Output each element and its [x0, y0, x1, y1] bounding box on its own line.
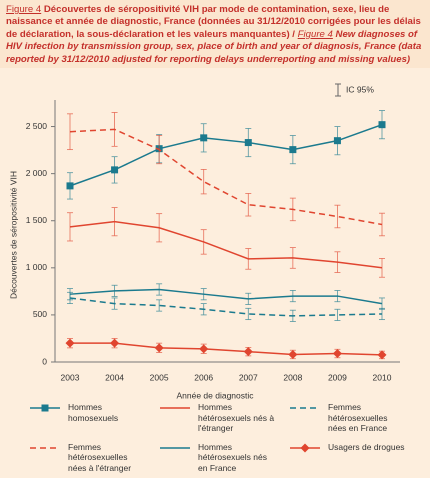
- y-tick-label: 2 500: [26, 121, 48, 131]
- error-bar: [334, 204, 341, 229]
- legend-label: Hommes homosexuels: [68, 402, 119, 423]
- legend-swatch: [290, 443, 320, 452]
- marker: [333, 137, 341, 145]
- marker: [288, 349, 298, 359]
- figure-label: Figure 4: [297, 28, 333, 40]
- legend-item: Hommes homosexuels: [28, 402, 158, 434]
- marker: [199, 344, 209, 354]
- series-line: [69, 297, 383, 317]
- marker: [154, 343, 164, 353]
- legend-swatch: [30, 404, 60, 412]
- x-tick-label: 2003: [61, 372, 80, 382]
- legend-item: Hommes hétérosexuels nés à l'étranger: [158, 402, 288, 434]
- legend-label: Hommes hétérosexuels nés à l'étranger: [198, 402, 275, 433]
- legend-marker: [41, 404, 49, 412]
- legend-item: Femmes hétérosexuelles nées en France: [288, 402, 418, 434]
- series-line: [70, 342, 383, 356]
- legend-swatch: [160, 407, 190, 409]
- marker: [377, 350, 387, 360]
- x-tick-label: 2007: [239, 372, 258, 382]
- marker: [244, 139, 252, 147]
- series-line: [69, 123, 383, 187]
- legend-marker: [300, 443, 310, 452]
- y-tick-label: 1 500: [26, 215, 48, 225]
- marker: [110, 338, 120, 348]
- series-line: [69, 128, 383, 226]
- chart-title: Découvertes de séropositivité VIH par mo…: [6, 4, 421, 40]
- legend-label: Hommes hétérosexuels nés en France: [198, 441, 267, 473]
- legend-label: Usagers de drogues: [328, 441, 405, 452]
- y-tick-label: 500: [33, 309, 47, 319]
- error-bar: [200, 168, 207, 195]
- header: Figure 4 Découvertes de séropositivité V…: [0, 0, 430, 68]
- x-tick-label: 2004: [105, 372, 124, 382]
- error-bar: [245, 307, 252, 321]
- marker: [66, 182, 74, 190]
- x-tick-label: 2010: [373, 372, 392, 382]
- error-bar: [245, 193, 252, 217]
- y-tick-label: 1 000: [26, 262, 48, 272]
- x-tick-label: 2008: [283, 372, 302, 382]
- error-bar: [156, 299, 163, 312]
- series-line: [69, 288, 383, 305]
- chart-subtitle: New diagnoses of HIV infection by transm…: [6, 28, 422, 65]
- x-tick-label: 2009: [328, 372, 347, 382]
- y-tick-label: 2 000: [26, 168, 48, 178]
- marker: [378, 121, 386, 129]
- marker: [111, 166, 119, 174]
- legend-swatch: [160, 446, 190, 449]
- x-tick-label: 2006: [194, 372, 213, 382]
- series-line: [69, 220, 383, 269]
- legend: Hommes homosexuels Hommes hétérosexuels n…: [28, 402, 418, 473]
- marker: [243, 347, 253, 357]
- x-tick-label: 2005: [150, 372, 169, 382]
- error-bar: [334, 308, 341, 321]
- legend-swatch: [30, 446, 60, 449]
- legend-item: Usagers de drogues: [288, 442, 418, 474]
- y-axis-label: Découvertes de séropositivité VIH: [8, 171, 18, 299]
- legend-swatch: [290, 407, 320, 409]
- marker: [200, 134, 208, 142]
- legend-item: Femmes hétérosexuelles nées à l'étranger: [28, 442, 158, 474]
- y-tick-label: 0: [42, 356, 47, 366]
- legend-item: Hommes hétérosexuels nés en France: [158, 442, 288, 474]
- ci-label: IC 95%: [346, 84, 374, 94]
- x-axis-label: Année de diagnostic: [176, 390, 254, 400]
- marker: [65, 338, 75, 348]
- marker: [289, 146, 297, 154]
- legend-label: Femmes hétérosexuelles nées à l'étranger: [68, 441, 132, 473]
- legend-label: Femmes hétérosexuelles nées en France: [328, 402, 388, 433]
- marker: [332, 349, 342, 359]
- figure-label: Figure 4: [6, 4, 42, 15]
